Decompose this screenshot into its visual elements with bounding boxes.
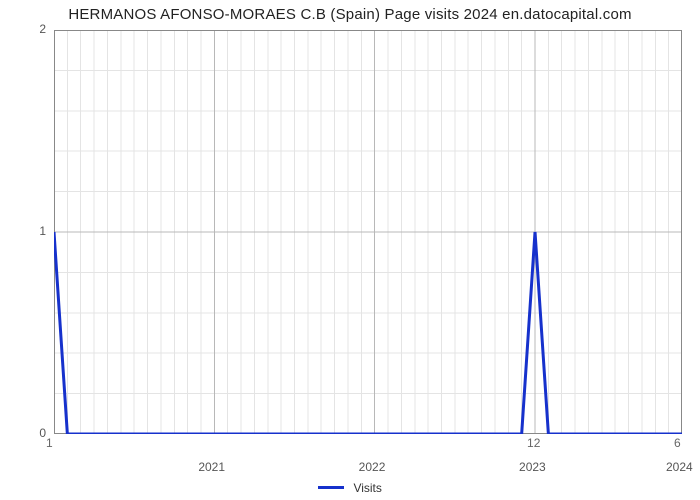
y-tick-label: 1 — [39, 224, 46, 238]
chart-title: HERMANOS AFONSO-MORAES C.B (Spain) Page … — [0, 6, 700, 23]
x-secondary-label: 6 — [674, 436, 681, 450]
x-year-label: 2022 — [359, 460, 386, 474]
y-tick-label: 0 — [39, 426, 46, 440]
x-secondary-label: 12 — [527, 436, 540, 450]
x-year-label: 2021 — [198, 460, 225, 474]
x-secondary-label: 1 — [46, 436, 53, 450]
y-tick-label: 2 — [39, 22, 46, 36]
x-year-label: 2023 — [519, 460, 546, 474]
legend-swatch — [318, 486, 344, 489]
legend: Visits — [0, 480, 700, 495]
plot-svg — [54, 30, 682, 434]
legend-label: Visits — [353, 481, 381, 495]
plot-area — [54, 30, 682, 434]
chart-container: HERMANOS AFONSO-MORAES C.B (Spain) Page … — [0, 0, 700, 500]
x-year-label: 2024 — [666, 460, 693, 474]
